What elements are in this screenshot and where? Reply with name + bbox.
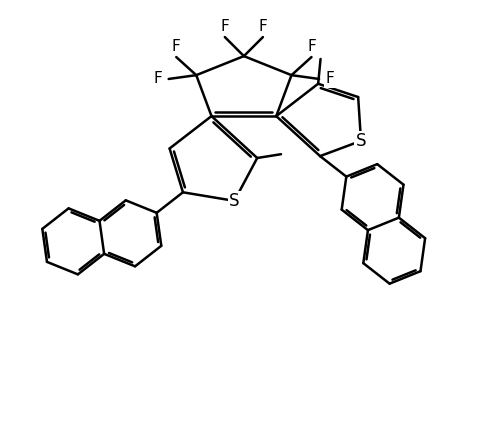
Text: S: S (356, 132, 366, 150)
Text: F: F (172, 39, 181, 54)
Text: F: F (325, 71, 334, 87)
Text: F: F (154, 71, 163, 87)
Text: F: F (307, 39, 316, 54)
Text: S: S (229, 192, 240, 210)
Text: F: F (220, 19, 229, 34)
Text: F: F (258, 19, 267, 34)
